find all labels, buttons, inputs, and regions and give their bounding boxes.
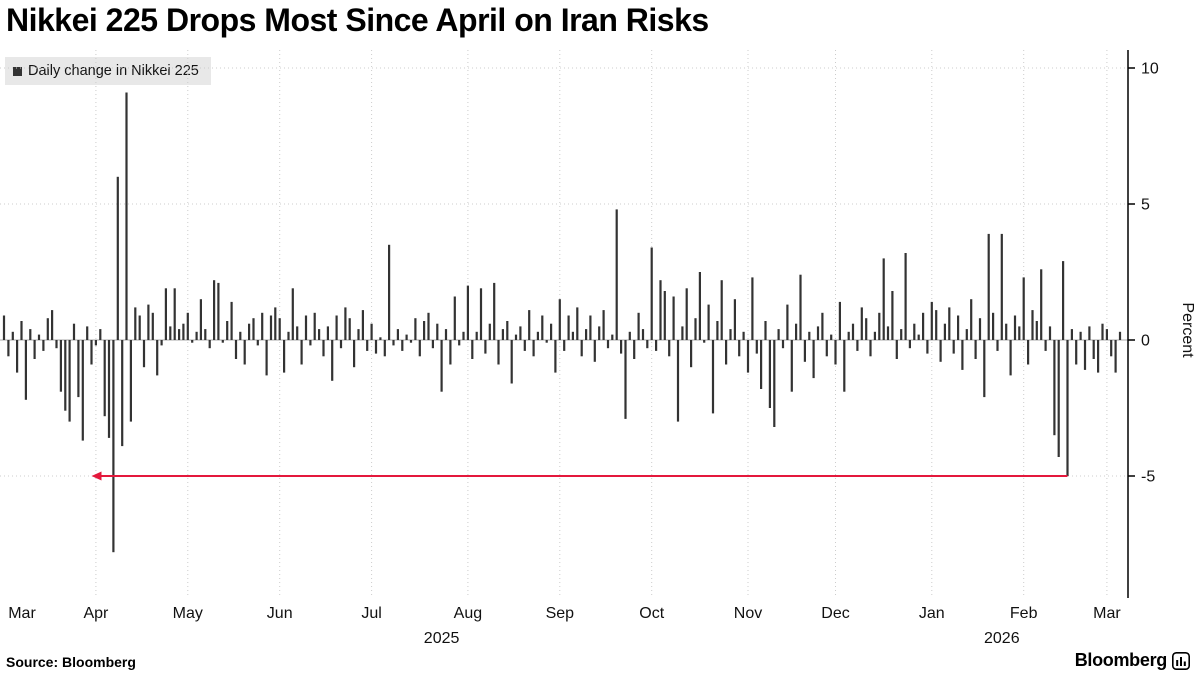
legend-label: Daily change in Nikkei 225 xyxy=(28,63,199,79)
svg-text:Mar: Mar xyxy=(1093,605,1121,622)
svg-text:2025: 2025 xyxy=(424,630,460,647)
svg-text:Feb: Feb xyxy=(1010,605,1038,622)
bloomberg-logo-icon xyxy=(1172,651,1190,670)
chart-legend: Daily change in Nikkei 225 xyxy=(5,57,211,85)
legend-square-icon xyxy=(13,66,22,76)
daily-change-bars xyxy=(2,92,1122,553)
svg-text:-5: -5 xyxy=(1141,469,1155,486)
svg-text:0: 0 xyxy=(1141,333,1150,350)
svg-text:Dec: Dec xyxy=(821,605,849,622)
x-year-labels: 2025 2026 xyxy=(424,630,1020,647)
svg-text:Nov: Nov xyxy=(734,605,762,622)
y-axis-title: Percent xyxy=(1179,302,1196,358)
horizontal-gridlines xyxy=(0,67,1128,477)
x-month-labels: Mar Apr May Jun Jul Aug Sep Oct Nov Dec Jan Feb Mar xyxy=(8,605,1121,622)
svg-text:Jan: Jan xyxy=(919,605,945,622)
annotation-arrow xyxy=(91,471,1068,481)
vertical-gridlines xyxy=(95,50,1108,598)
svg-text:Aug: Aug xyxy=(454,605,482,622)
svg-text:Jun: Jun xyxy=(267,605,293,622)
page-title: Nikkei 225 Drops Most Since April on Ira… xyxy=(6,2,709,38)
svg-text:May: May xyxy=(173,605,203,622)
svg-text:Oct: Oct xyxy=(639,605,664,622)
source-note: Source: Bloomberg xyxy=(6,654,136,670)
svg-text:Mar: Mar xyxy=(8,605,36,622)
svg-text:Apr: Apr xyxy=(83,605,109,622)
svg-text:10: 10 xyxy=(1141,61,1159,78)
bloomberg-logo: Bloomberg xyxy=(1075,650,1190,671)
svg-text:Sep: Sep xyxy=(546,605,575,622)
y-tick-labels: 10 5 0 -5 xyxy=(1128,61,1159,486)
svg-text:Jul: Jul xyxy=(361,605,381,622)
bloomberg-logo-text: Bloomberg xyxy=(1074,650,1168,670)
svg-text:2026: 2026 xyxy=(984,630,1020,647)
svg-text:5: 5 xyxy=(1141,197,1150,214)
